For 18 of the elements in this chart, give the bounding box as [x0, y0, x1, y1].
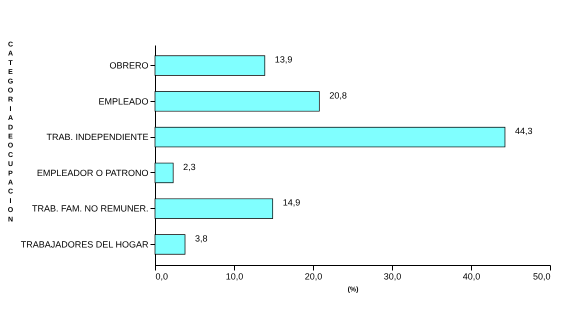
y-tick-label: EMPLEADOR O PATRONO [36, 168, 148, 178]
y-tick-label: TRAB. FAM. NO REMUNER. [32, 204, 148, 214]
y-tick-label: TRAB. INDEPENDIENTE [46, 132, 148, 142]
data-label: 13,9 [274, 54, 292, 65]
x-tick-label: 10,0 [226, 272, 244, 282]
data-label: 2,3 [183, 162, 196, 172]
x-tick-label: 30,0 [384, 272, 402, 282]
y-tick-label: OBRERO [109, 60, 148, 71]
x-tick-label: 20,0 [304, 272, 322, 282]
data-label: 3,8 [195, 233, 208, 244]
x-tick-label: 50,0 [532, 272, 550, 282]
data-label: 20,8 [329, 90, 347, 100]
y-tick-label: EMPLEADO [98, 96, 148, 106]
data-label: 14,9 [282, 198, 300, 208]
y-tick-label: TRABAJADORES DEL HOGAR [20, 239, 149, 250]
x-tick-label: 40,0 [462, 272, 480, 282]
x-tick-label: 0,0 [156, 272, 168, 282]
data-label: 44,3 [514, 126, 532, 136]
